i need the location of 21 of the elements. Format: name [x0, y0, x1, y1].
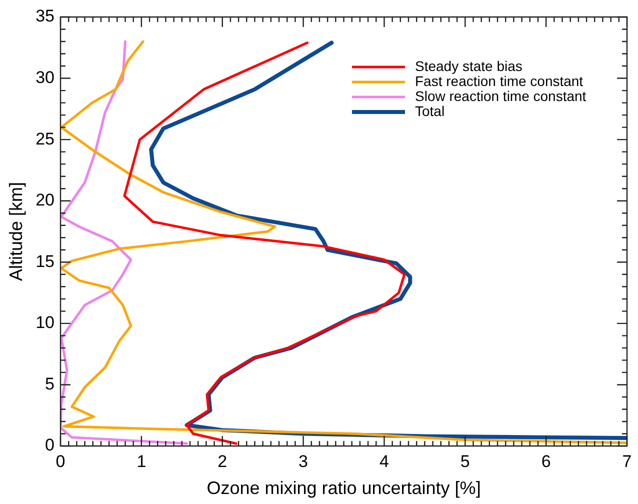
y-tick-label: 0 — [45, 436, 55, 455]
y-tick-label: 15 — [36, 252, 55, 271]
x-tick-label: 4 — [379, 452, 389, 471]
x-tick-label: 7 — [622, 452, 632, 471]
legend-label: Slow reaction time constant — [415, 88, 586, 104]
y-tick-label: 5 — [45, 374, 55, 394]
y-tick-label: 25 — [36, 129, 55, 148]
y-axis-title: Altitude [km] — [6, 182, 26, 282]
y-tick-label: 20 — [36, 190, 55, 210]
legend-label: Steady state bias — [415, 58, 522, 74]
x-tick-label: 6 — [541, 452, 551, 471]
y-tick-label: 30 — [36, 68, 55, 87]
y-tick-label: 35 — [36, 6, 55, 26]
x-tick-label: 3 — [298, 452, 308, 471]
y-tick-label: 10 — [36, 313, 55, 332]
x-tick-label: 1 — [136, 452, 146, 471]
x-axis-title: Ozone mixing ratio uncertainty [%] — [206, 478, 481, 498]
x-tick-label: 5 — [460, 452, 470, 471]
legend-label: Total — [415, 102, 445, 119]
x-tick-label: 2 — [218, 452, 228, 471]
legend-label: Fast reaction time constant — [415, 72, 584, 89]
